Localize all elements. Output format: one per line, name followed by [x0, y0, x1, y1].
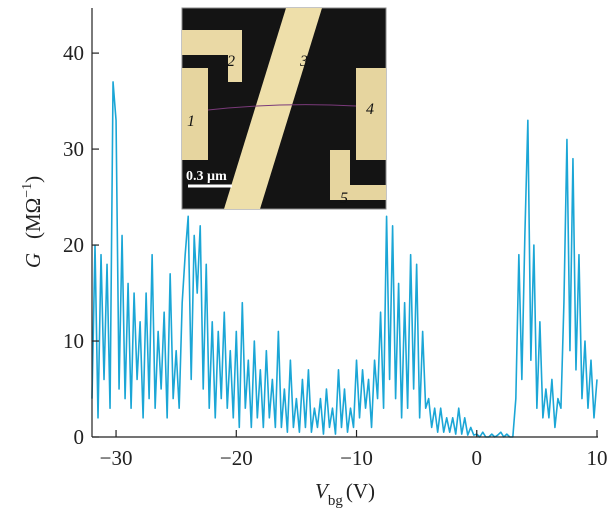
pad-2 — [182, 30, 242, 82]
x-label: Vbg (V) — [315, 479, 375, 509]
wire — [207, 104, 357, 111]
pad-5 — [330, 150, 386, 200]
x-tick-label: −10 — [340, 446, 373, 470]
x-unit: (V) — [346, 479, 375, 503]
y-unit: (MΩ — [21, 198, 45, 239]
x-sub: bg — [328, 493, 344, 509]
x-symbol: V — [315, 479, 330, 503]
y-tick-label: 20 — [63, 233, 84, 257]
inset-label: 3 — [299, 53, 308, 70]
scale-label: 0.3 µm — [186, 169, 227, 184]
y-tick-label: 30 — [63, 137, 84, 161]
y-close: ) — [21, 176, 45, 183]
x-tick-label: −30 — [100, 446, 133, 470]
inset-label: 5 — [340, 190, 348, 207]
inset-label: 2 — [227, 53, 235, 70]
y-tick-label: 0 — [74, 425, 85, 449]
x-tick-label: 0 — [472, 446, 483, 470]
pad-1 — [182, 68, 208, 160]
y-tick-label: 10 — [63, 329, 84, 353]
pad-4 — [356, 68, 386, 160]
pad-3 — [224, 8, 322, 209]
y-axis-label: G (MΩ−1) — [20, 176, 45, 268]
inset-label: 1 — [187, 113, 195, 130]
x-tick-label: 10 — [587, 446, 608, 470]
x-tick-label: −20 — [220, 446, 253, 470]
y-exp: −1 — [20, 183, 35, 198]
inset-label: 4 — [366, 101, 374, 118]
inset: 0.3 µm 1 2 3 4 5 — [181, 7, 387, 210]
y-label: G (MΩ−1) — [20, 176, 45, 268]
y-tick-label: 40 — [63, 41, 84, 65]
y-symbol: G — [21, 253, 45, 268]
